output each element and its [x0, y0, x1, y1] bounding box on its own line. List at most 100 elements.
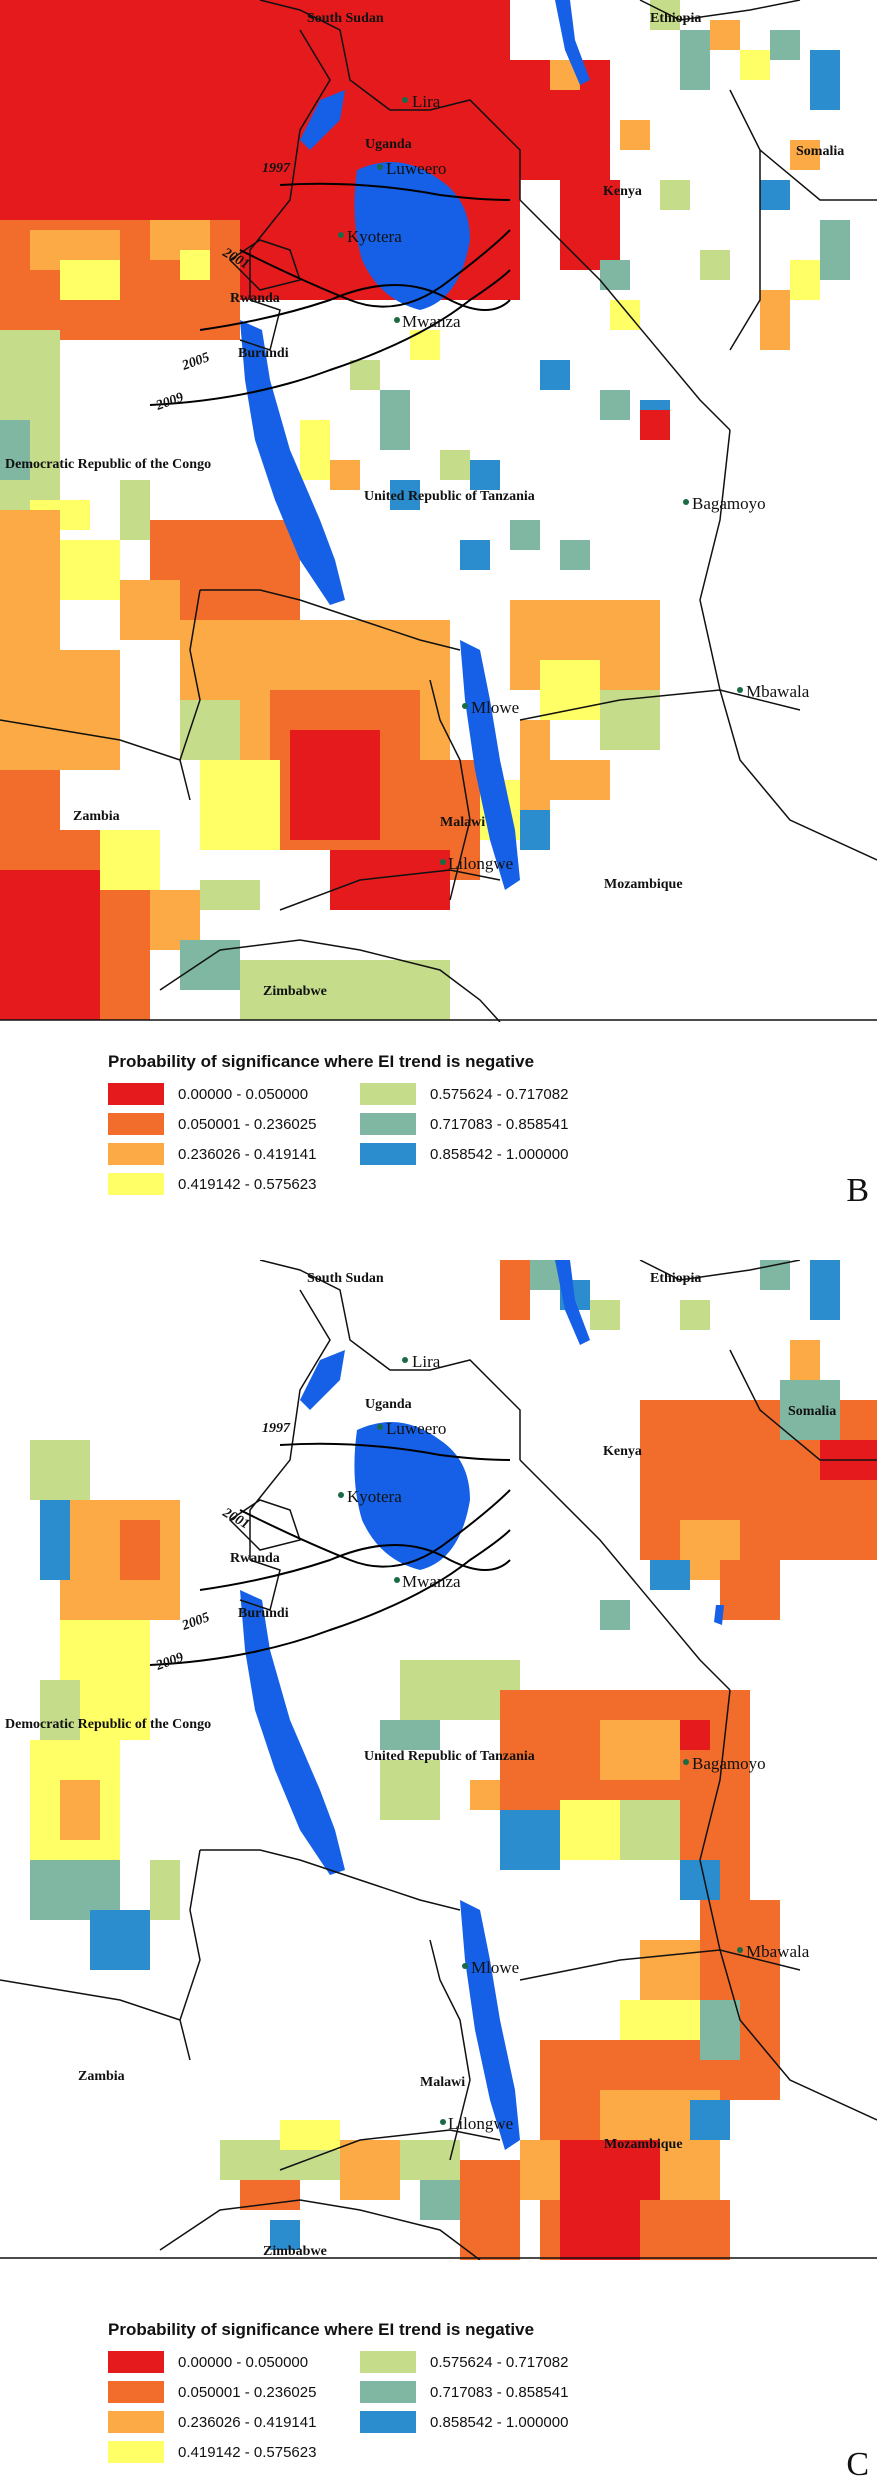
country-label-zimbabwe: Zimbabwe — [263, 2244, 327, 2259]
legend-swatch — [108, 2441, 164, 2463]
city-label-luweero: Luweero — [386, 1419, 446, 1438]
country-label-zimbabwe: Zimbabwe — [263, 984, 327, 999]
legend-label: 0.419142 - 0.575623 — [178, 2443, 317, 2461]
legend-item: 0.419142 - 0.575623 — [108, 1172, 360, 1196]
legend-item: 0.050001 - 0.236025 — [108, 1112, 360, 1136]
legend-label: 0.575624 - 0.717082 — [430, 2353, 569, 2371]
legend-label: 0.050001 - 0.236025 — [178, 1115, 317, 1133]
city-labels: Lira Luweero Kyotera Mwanza Bagamoyo Mba… — [347, 92, 810, 873]
country-label-zambia: Zambia — [78, 2069, 125, 2084]
country-label-burundi: Burundi — [238, 346, 289, 361]
city-label-lira: Lira — [412, 92, 441, 111]
legend-swatch — [360, 1083, 416, 1105]
city-label-lilongwe: Lilongwe — [448, 2114, 513, 2133]
panel-letter: B — [846, 1172, 869, 1209]
country-label-drc: Democratic Republic of the Congo — [5, 1717, 211, 1732]
city-label-lira: Lira — [412, 1352, 441, 1371]
country-borders — [0, 1260, 877, 2260]
city-label-lilongwe: Lilongwe — [448, 854, 513, 873]
legend-swatch — [108, 2381, 164, 2403]
legend-label: 0.00000 - 0.050000 — [178, 2353, 309, 2371]
city-labels: Lira Luweero Kyotera Mwanza Bagamoyo Mba… — [347, 1352, 810, 2133]
year-label-1997: 1997 — [262, 161, 291, 176]
country-label-kenya: Kenya — [603, 1444, 642, 1459]
country-label-zambia: Zambia — [73, 809, 120, 824]
country-label-ethiopia: Ethiopia — [650, 11, 701, 26]
incidence-contours — [149, 1442, 511, 1666]
year-labels: 1997 2001 2005 2009 — [153, 161, 291, 414]
legend-item: 0.236026 - 0.419141 — [108, 1142, 360, 1166]
city-label-bagamoyo: Bagamoyo — [692, 494, 766, 513]
legend-swatch — [360, 2351, 416, 2373]
map-panel-b: 1997 2001 2005 2009 South Sudan Ethiopia… — [0, 0, 877, 1220]
legend: Probability of significance where EI tre… — [108, 1052, 808, 1196]
city-label-mbawala: Mbawala — [746, 682, 810, 701]
legend-label: 0.419142 - 0.575623 — [178, 1175, 317, 1193]
country-label-kenya: Kenya — [603, 184, 642, 199]
country-label-mozambique: Mozambique — [604, 877, 683, 892]
panel-letter: C — [846, 2446, 869, 2483]
legend: Probability of significance where EI tre… — [108, 2320, 808, 2464]
legend-swatch — [108, 1113, 164, 1135]
city-label-luweero: Luweero — [386, 159, 446, 178]
year-label-1997: 1997 — [262, 1421, 291, 1436]
legend-label: 0.050001 - 0.236025 — [178, 2383, 317, 2401]
city-label-mwanza: Mwanza — [402, 312, 461, 331]
legend-swatch — [108, 1083, 164, 1105]
year-label-2005: 2005 — [179, 350, 211, 374]
legend-swatch — [108, 1143, 164, 1165]
city-label-bagamoyo: Bagamoyo — [692, 1754, 766, 1773]
country-labels: South Sudan Ethiopia Uganda Somalia Keny… — [5, 11, 844, 999]
legend-swatch — [108, 2351, 164, 2373]
legend-swatch — [360, 1113, 416, 1135]
country-borders — [0, 0, 877, 1022]
country-label-burundi: Burundi — [238, 1606, 289, 1621]
legend-label: 0.858542 - 1.000000 — [430, 1145, 569, 1163]
legend-swatch — [108, 1173, 164, 1195]
legend-swatch — [360, 1143, 416, 1165]
country-labels: South Sudan Ethiopia Uganda Somalia Keny… — [5, 1271, 836, 2259]
legend-item: 0.00000 - 0.050000 — [108, 1082, 360, 1106]
legend-title: Probability of significance where EI tre… — [108, 2320, 535, 2339]
incidence-contours — [149, 182, 511, 406]
country-label-malawi: Malawi — [440, 815, 485, 830]
country-label-malawi: Malawi — [420, 2075, 465, 2090]
country-label-south-sudan: South Sudan — [307, 1271, 384, 1286]
country-label-tanzania: United Republic of Tanzania — [364, 1749, 535, 1764]
city-label-mlowe: Mlowe — [471, 698, 519, 717]
year-label-2009: 2009 — [153, 390, 185, 414]
legend-item: 0.717083 - 0.858541 — [360, 2380, 612, 2404]
legend-item: 0.858542 - 1.000000 — [360, 2410, 612, 2434]
city-label-mwanza: Mwanza — [402, 1572, 461, 1591]
legend-item: 0.717083 - 0.858541 — [360, 1112, 612, 1136]
city-label-kyotera: Kyotera — [347, 227, 402, 246]
legend-item: 0.575624 - 0.717082 — [360, 2350, 612, 2374]
country-label-south-sudan: South Sudan — [307, 11, 384, 26]
city-markers — [338, 97, 743, 865]
country-label-tanzania: United Republic of Tanzania — [364, 489, 535, 504]
city-label-mlowe: Mlowe — [471, 1958, 519, 1977]
country-label-rwanda: Rwanda — [230, 1551, 280, 1566]
country-label-ethiopia: Ethiopia — [650, 1271, 701, 1286]
legend-label: 0.236026 - 0.419141 — [178, 1145, 317, 1163]
probability-grid — [0, 0, 850, 1020]
country-label-somalia: Somalia — [788, 1404, 836, 1419]
legend-swatch — [360, 2411, 416, 2433]
city-label-kyotera: Kyotera — [347, 1487, 402, 1506]
legend-item: 0.575624 - 0.717082 — [360, 1082, 612, 1106]
legend-item: 0.050001 - 0.236025 — [108, 2380, 360, 2404]
legend-swatch — [108, 2411, 164, 2433]
city-markers — [338, 1357, 743, 2125]
country-label-mozambique: Mozambique — [604, 2137, 683, 2152]
lakes — [240, 1260, 724, 2150]
map-panel-c: 1997 2001 2005 2009 South Sudan Ethiopia… — [0, 1220, 877, 2483]
country-label-rwanda: Rwanda — [230, 291, 280, 306]
country-label-uganda: Uganda — [365, 1397, 412, 1412]
year-label-2009: 2009 — [153, 1650, 185, 1674]
legend-swatch — [360, 2381, 416, 2403]
legend-item: 0.00000 - 0.050000 — [108, 2350, 360, 2374]
country-label-drc: Democratic Republic of the Congo — [5, 457, 211, 472]
legend-label: 0.575624 - 0.717082 — [430, 1085, 569, 1103]
lakes — [240, 0, 590, 890]
country-label-uganda: Uganda — [365, 137, 412, 152]
